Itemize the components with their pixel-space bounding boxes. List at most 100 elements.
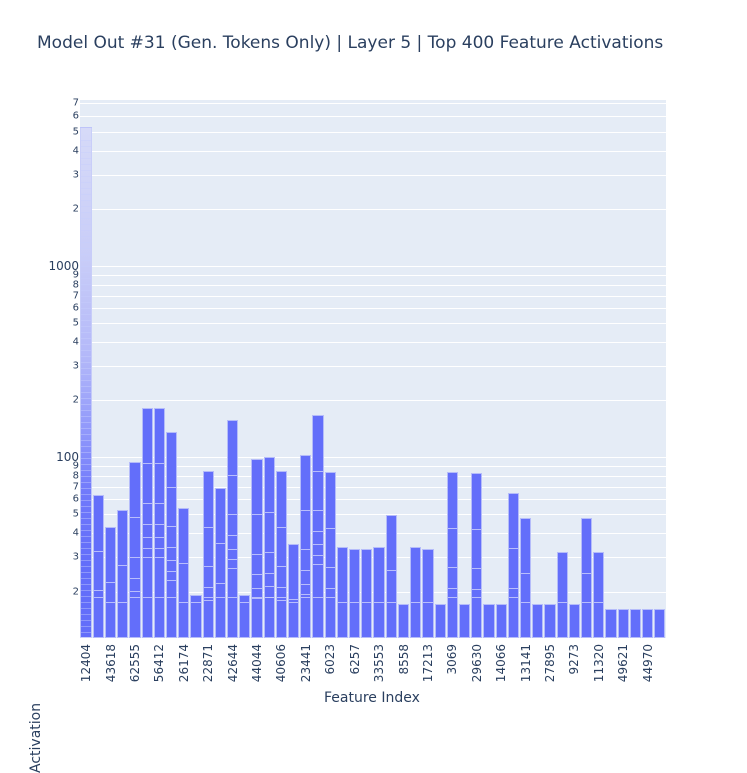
bar-segment-divider	[277, 566, 286, 567]
bar[interactable]	[618, 609, 629, 638]
bar[interactable]	[581, 518, 592, 638]
bar[interactable]	[312, 415, 323, 638]
bar-segment-divider	[143, 548, 152, 549]
bar-segment-divider	[81, 374, 90, 375]
bar-segment-divider	[81, 140, 90, 141]
bar[interactable]	[264, 457, 275, 638]
bar-segment-divider	[81, 434, 90, 435]
bar[interactable]	[508, 493, 519, 638]
bar[interactable]	[215, 488, 226, 638]
bar[interactable]	[605, 609, 616, 638]
bar-segment-divider	[81, 368, 90, 369]
bar[interactable]	[447, 472, 458, 638]
y-tick-label: 3	[73, 552, 79, 563]
bar[interactable]	[276, 471, 287, 638]
bar-segment-divider	[81, 206, 90, 207]
bar-segment-divider	[118, 565, 127, 566]
bar-segment-divider	[81, 464, 90, 465]
bar[interactable]	[569, 604, 580, 638]
bar[interactable]	[325, 472, 336, 638]
chart-title: Model Out #31 (Gen. Tokens Only) | Layer…	[37, 33, 663, 53]
bar[interactable]	[154, 408, 165, 638]
bar-segment-divider	[326, 597, 335, 598]
bar[interactable]	[349, 549, 360, 638]
y-tick-label: 4	[73, 337, 79, 348]
bar-segment-divider	[228, 559, 237, 560]
gridline	[80, 308, 666, 309]
y-tick-label: 8	[73, 280, 79, 291]
bar[interactable]	[117, 510, 128, 638]
bar-segment-divider	[167, 547, 176, 548]
x-tick-label: 43618	[104, 644, 118, 682]
bar[interactable]	[129, 462, 140, 638]
bar[interactable]	[520, 518, 531, 638]
y-tick-label: 7	[73, 482, 79, 493]
bar[interactable]	[190, 595, 201, 638]
bar-segment-divider	[326, 528, 335, 529]
bar[interactable]	[239, 595, 250, 638]
bar[interactable]	[410, 547, 421, 639]
bar-segment-divider	[313, 471, 322, 472]
bar-segment-divider	[387, 602, 396, 603]
bar[interactable]	[532, 604, 543, 638]
bar-segment-divider	[81, 170, 90, 171]
bar-segment-divider	[301, 549, 310, 550]
bar[interactable]	[654, 609, 665, 638]
bar[interactable]	[544, 604, 555, 638]
bar[interactable]	[93, 495, 104, 638]
bar-segment-divider	[326, 588, 335, 589]
bar[interactable]	[178, 508, 189, 638]
bar[interactable]	[251, 459, 262, 638]
bar[interactable]	[630, 609, 641, 638]
bar-segment-divider	[167, 560, 176, 561]
bar[interactable]	[373, 547, 384, 639]
bar-segment-divider	[81, 632, 90, 633]
bar[interactable]	[203, 471, 214, 638]
bar[interactable]	[459, 604, 470, 638]
bar[interactable]	[593, 552, 604, 638]
x-tick-label: 62555	[128, 644, 142, 682]
bar[interactable]	[557, 552, 568, 638]
bar-segment-divider	[81, 560, 90, 561]
bar[interactable]	[422, 549, 433, 638]
bar[interactable]	[496, 604, 507, 638]
bar[interactable]	[471, 473, 482, 638]
bar[interactable]	[361, 549, 372, 638]
bar-segment-divider	[313, 564, 322, 565]
bar[interactable]	[227, 420, 238, 638]
bar-segment-divider	[81, 524, 90, 525]
bar[interactable]	[80, 127, 91, 638]
y-tick-label: 2	[73, 587, 79, 598]
bar[interactable]	[166, 432, 177, 639]
bar-segment-divider	[216, 543, 225, 544]
bar-segment-divider	[313, 510, 322, 511]
x-axis-title: Feature Index	[324, 690, 420, 706]
bar-segment-divider	[81, 278, 90, 279]
y-tick-label: 4	[73, 146, 79, 157]
bar[interactable]	[337, 547, 348, 639]
bar[interactable]	[288, 544, 299, 638]
bar-segment-divider	[521, 573, 530, 574]
bar-segment-divider	[81, 518, 90, 519]
bar[interactable]	[142, 408, 153, 638]
bar-segment-divider	[313, 531, 322, 532]
bar[interactable]	[386, 515, 397, 639]
gridline	[80, 132, 666, 133]
bar[interactable]	[435, 604, 446, 638]
bar[interactable]	[105, 527, 116, 638]
bar[interactable]	[642, 609, 653, 638]
bar-segment-divider	[81, 404, 90, 405]
bar-segment-divider	[81, 380, 90, 381]
bar-segment-divider	[143, 537, 152, 538]
bar-segment-divider	[252, 598, 261, 599]
bar-segment-divider	[81, 236, 90, 237]
bar[interactable]	[300, 455, 311, 638]
bar-segment-divider	[81, 146, 90, 147]
bar-segment-divider	[374, 602, 383, 603]
bar[interactable]	[398, 604, 409, 638]
bar-segment-divider	[301, 510, 310, 511]
bar[interactable]	[483, 604, 494, 638]
bar-segment-divider	[81, 164, 90, 165]
bar-segment-divider	[81, 488, 90, 489]
x-tick-label: 29630	[470, 644, 484, 682]
